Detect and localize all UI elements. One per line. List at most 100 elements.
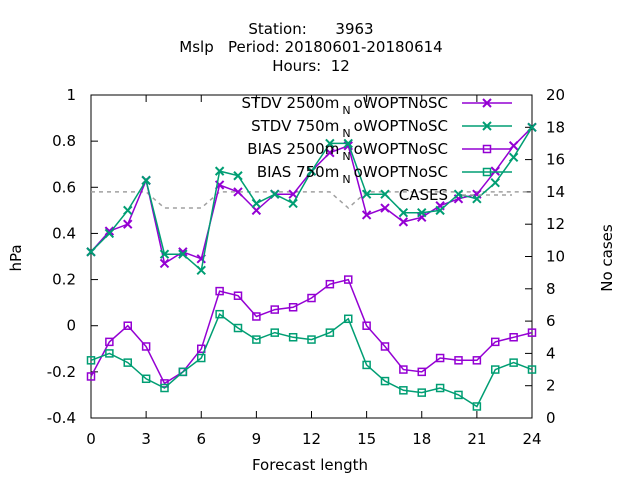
data-point <box>325 279 335 289</box>
legend-label: CASES <box>399 186 448 204</box>
x-tick-label: 21 <box>467 430 486 448</box>
data-point <box>454 356 463 365</box>
data-point <box>527 122 537 133</box>
legend-entry: CASES <box>399 186 512 204</box>
data-point <box>160 379 169 388</box>
data-point <box>160 383 169 393</box>
data-point <box>472 194 482 204</box>
data-point <box>252 335 261 344</box>
data-point <box>509 358 518 367</box>
data-point <box>399 365 408 374</box>
data-point <box>270 189 280 199</box>
data-point <box>362 321 371 330</box>
data-point <box>398 217 409 227</box>
data-point <box>178 249 188 259</box>
series-line <box>90 278 533 385</box>
x-tick-label: 6 <box>196 430 206 448</box>
legend-sample-marker <box>482 167 492 177</box>
legend-label-sub: N <box>342 127 350 140</box>
y2-tick-label: 16 <box>546 151 565 169</box>
data-point <box>344 275 353 284</box>
data-point <box>325 147 335 158</box>
data-point <box>307 293 316 303</box>
data-point <box>361 210 372 220</box>
data-point <box>380 203 390 213</box>
data-point <box>270 305 279 314</box>
data-point <box>288 333 298 342</box>
data-point <box>159 249 170 259</box>
legend-label-main: BIAS 2500m <box>247 140 339 158</box>
data-point <box>251 205 262 216</box>
y2-axis-label: No cases <box>598 224 616 292</box>
x-tick-label: 3 <box>141 430 151 448</box>
data-point <box>417 207 427 218</box>
legend-label-sub: N <box>342 173 350 186</box>
data-point <box>417 388 426 397</box>
legend-sample-marker <box>482 144 492 154</box>
data-point <box>380 342 390 351</box>
data-point <box>196 265 206 276</box>
data-point <box>491 337 500 347</box>
x-tick-label: 15 <box>357 430 376 448</box>
y-tick-label: 0 <box>66 317 76 335</box>
data-point <box>123 205 133 216</box>
legend-label-sub: N <box>342 150 350 163</box>
data-point <box>307 335 316 344</box>
title-line-2: Mslp Period: 20180601-20180614 <box>179 38 442 56</box>
y-tick-label: 0.4 <box>52 224 76 242</box>
title-line-1: Station: 3963 <box>248 20 373 38</box>
data-point <box>362 360 371 370</box>
x-tick-label: 18 <box>412 430 431 448</box>
y-tick-label: 0.6 <box>52 178 76 196</box>
y2-tick-label: 0 <box>546 409 556 427</box>
data-point <box>233 187 243 197</box>
y-tick-label: 0.8 <box>52 132 76 150</box>
y2-tick-label: 8 <box>546 280 556 298</box>
series-3 <box>86 309 537 411</box>
legend-label-main: STDV 750m <box>251 117 339 135</box>
data-point <box>215 309 224 319</box>
x-axis-label: Forecast length <box>252 456 368 474</box>
data-point <box>233 171 243 181</box>
data-point <box>435 205 445 216</box>
y2-tick-label: 10 <box>546 248 565 266</box>
y2-tick-label: 12 <box>546 215 565 233</box>
x-tick-label: 9 <box>252 430 262 448</box>
series-1 <box>86 122 537 276</box>
legend-label-tail: oWOPTNoSC <box>354 163 448 181</box>
y2-tick-label: 6 <box>546 312 556 330</box>
y-tick-label: 0.2 <box>52 271 76 289</box>
y-tick-label: -0.4 <box>47 409 76 427</box>
data-point <box>435 383 445 393</box>
legend-label-sub: N <box>342 104 350 117</box>
legend-label-main: BIAS 750m <box>257 163 340 181</box>
x-tick-label: 12 <box>302 430 321 448</box>
legend-label-tail: oWOPTNoSC <box>354 94 448 112</box>
data-point <box>233 291 243 300</box>
legend-label-tail: oWOPTNoSC <box>354 140 448 158</box>
y-axis-label: hPa <box>7 244 25 271</box>
data-point <box>399 386 408 395</box>
data-point <box>215 286 224 296</box>
y2-tick-label: 14 <box>546 183 565 201</box>
data-point <box>417 367 426 377</box>
axes: 0 3 6 9 12 15 18 21 24-0.4-0.200.20.40.60.810246… <box>47 86 565 448</box>
data-point <box>398 207 409 218</box>
data-point <box>141 342 151 351</box>
data-point <box>454 390 463 400</box>
data-point <box>472 402 482 411</box>
data-point <box>233 323 243 333</box>
data-point <box>435 353 445 363</box>
data-point <box>105 337 114 347</box>
data-point <box>380 376 390 386</box>
data-point <box>104 226 115 236</box>
data-point <box>361 189 372 199</box>
